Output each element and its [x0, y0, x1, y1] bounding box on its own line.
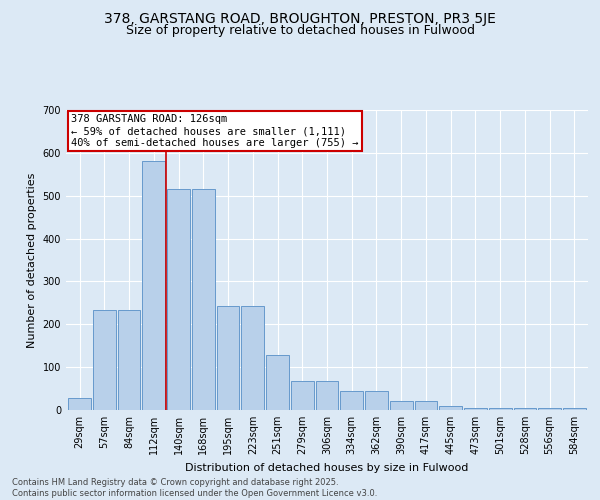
Bar [266, 355, 289, 410]
Bar [68, 398, 91, 410]
Bar [464, 408, 487, 410]
Bar [192, 190, 215, 410]
Bar [514, 408, 536, 410]
Bar [365, 390, 388, 410]
Y-axis label: Number of detached properties: Number of detached properties [27, 172, 37, 348]
Bar [316, 381, 338, 410]
Bar [489, 408, 512, 410]
Bar [291, 381, 314, 410]
Text: Size of property relative to detached houses in Fulwood: Size of property relative to detached ho… [125, 24, 475, 37]
Bar [439, 406, 462, 410]
Bar [538, 408, 561, 410]
Bar [167, 190, 190, 410]
X-axis label: Distribution of detached houses by size in Fulwood: Distribution of detached houses by size … [185, 462, 469, 472]
Text: 378, GARSTANG ROAD, BROUGHTON, PRESTON, PR3 5JE: 378, GARSTANG ROAD, BROUGHTON, PRESTON, … [104, 12, 496, 26]
Bar [217, 306, 239, 410]
Text: 378 GARSTANG ROAD: 126sqm
← 59% of detached houses are smaller (1,111)
40% of se: 378 GARSTANG ROAD: 126sqm ← 59% of detac… [71, 114, 359, 148]
Bar [390, 400, 413, 410]
Bar [563, 408, 586, 410]
Bar [93, 310, 116, 410]
Bar [415, 400, 437, 410]
Bar [241, 306, 264, 410]
Bar [340, 390, 363, 410]
Text: Contains HM Land Registry data © Crown copyright and database right 2025.
Contai: Contains HM Land Registry data © Crown c… [12, 478, 377, 498]
Bar [118, 310, 140, 410]
Bar [142, 162, 165, 410]
